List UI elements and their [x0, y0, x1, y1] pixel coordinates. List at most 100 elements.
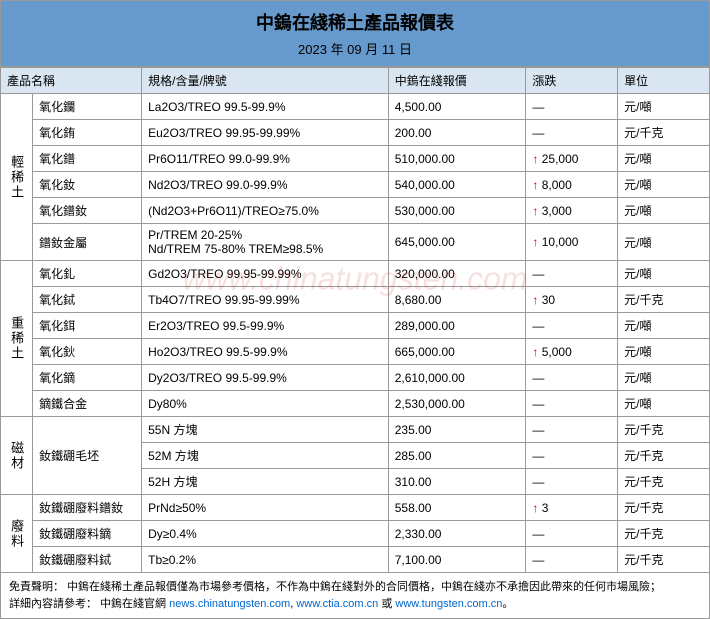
- product-spec: Dy80%: [142, 391, 389, 417]
- table-row: 重稀土氧化釓Gd2O3/TREO 99.95-99.99%320,000.00—…: [1, 261, 710, 287]
- product-name: 鐠釹金屬: [33, 224, 142, 261]
- product-unit: 元/噸: [618, 146, 710, 172]
- product-change: —: [526, 417, 618, 443]
- report-date: 2023 年 09 月 11 日: [1, 39, 709, 58]
- product-unit: 元/噸: [618, 339, 710, 365]
- footer-link-1[interactable]: news.chinatungsten.com: [169, 598, 290, 610]
- product-name: 氧化鈥: [33, 339, 142, 365]
- product-price: 665,000.00: [388, 339, 526, 365]
- product-spec: Tb≥0.2%: [142, 547, 389, 573]
- product-price: 2,610,000.00: [388, 365, 526, 391]
- category-cell: 磁材: [1, 417, 33, 495]
- col-header-change: 漲跌: [526, 68, 618, 94]
- product-change: 5,000: [526, 339, 618, 365]
- product-spec: Eu2O3/TREO 99.95-99.99%: [142, 120, 389, 146]
- product-price: 235.00: [388, 417, 526, 443]
- disclaimer-label: 免責聲明：: [9, 581, 64, 593]
- table-row: 氧化銪Eu2O3/TREO 99.95-99.99%200.00—元/千克: [1, 120, 710, 146]
- product-unit: 元/噸: [618, 198, 710, 224]
- product-spec: Pr/TREM 20-25% Nd/TREM 75-80% TREM≥98.5%: [142, 224, 389, 261]
- product-unit: 元/噸: [618, 365, 710, 391]
- product-name: 釹鐵硼廢料鋱: [33, 547, 142, 573]
- product-name: 鏑鐵合金: [33, 391, 142, 417]
- product-change: —: [526, 391, 618, 417]
- product-price: 4,500.00: [388, 94, 526, 120]
- category-cell: 輕稀土: [1, 94, 33, 261]
- product-price: 289,000.00: [388, 313, 526, 339]
- table-row: 氧化鏑Dy2O3/TREO 99.5-99.9%2,610,000.00—元/噸: [1, 365, 710, 391]
- footer-or: 或: [381, 598, 395, 610]
- product-spec: Dy≥0.4%: [142, 521, 389, 547]
- product-change: —: [526, 521, 618, 547]
- product-name: 氧化釹: [33, 172, 142, 198]
- product-unit: 元/噸: [618, 313, 710, 339]
- product-price: 558.00: [388, 495, 526, 521]
- product-price: 510,000.00: [388, 146, 526, 172]
- product-spec: Er2O3/TREO 99.5-99.9%: [142, 313, 389, 339]
- product-change: —: [526, 94, 618, 120]
- page-title: 中鎢在綫稀土產品報價表: [1, 9, 709, 35]
- table-row: 鏑鐵合金Dy80%2,530,000.00—元/噸: [1, 391, 710, 417]
- footer-link-2[interactable]: www.ctia.com.cn: [296, 598, 378, 610]
- product-price: 540,000.00: [388, 172, 526, 198]
- col-header-price: 中鎢在綫報價: [388, 68, 526, 94]
- product-change: 10,000: [526, 224, 618, 261]
- footer-link-3[interactable]: www.tungsten.com.cn: [395, 598, 502, 610]
- product-price: 320,000.00: [388, 261, 526, 287]
- product-price: 7,100.00: [388, 547, 526, 573]
- product-price: 645,000.00: [388, 224, 526, 261]
- table-row: 磁材釹鐵硼毛坯55N 方塊235.00—元/千克: [1, 417, 710, 443]
- col-header-unit: 單位: [618, 68, 710, 94]
- product-change: 3,000: [526, 198, 618, 224]
- col-header-spec: 規格/含量/牌號: [142, 68, 389, 94]
- product-name: 氧化釓: [33, 261, 142, 287]
- product-price: 310.00: [388, 469, 526, 495]
- product-spec: Dy2O3/TREO 99.5-99.9%: [142, 365, 389, 391]
- product-name: 釹鐵硼廢料鐠釹: [33, 495, 142, 521]
- table-row: 氧化鉺Er2O3/TREO 99.5-99.9%289,000.00—元/噸: [1, 313, 710, 339]
- table-row: 廢料釹鐵硼廢料鐠釹PrNd≥50%558.003元/千克: [1, 495, 710, 521]
- product-name: 氧化鏑: [33, 365, 142, 391]
- table-row: 釹鐵硼廢料鋱Tb≥0.2%7,100.00—元/千克: [1, 547, 710, 573]
- product-unit: 元/噸: [618, 172, 710, 198]
- product-unit: 元/千克: [618, 287, 710, 313]
- product-change: —: [526, 443, 618, 469]
- product-change: —: [526, 261, 618, 287]
- table-row: 輕稀土氧化鑭La2O3/TREO 99.5-99.9%4,500.00—元/噸: [1, 94, 710, 120]
- table-row: 氧化鐠Pr6O11/TREO 99.0-99.9%510,000.0025,00…: [1, 146, 710, 172]
- product-name: 氧化鉺: [33, 313, 142, 339]
- product-unit: 元/噸: [618, 94, 710, 120]
- product-spec: Ho2O3/TREO 99.5-99.9%: [142, 339, 389, 365]
- product-change: —: [526, 469, 618, 495]
- product-price: 285.00: [388, 443, 526, 469]
- table-row: 釹鐵硼廢料鏑Dy≥0.4%2,330.00—元/千克: [1, 521, 710, 547]
- product-name: 氧化鐠釹: [33, 198, 142, 224]
- product-price: 200.00: [388, 120, 526, 146]
- product-name: 氧化鑭: [33, 94, 142, 120]
- product-spec: Gd2O3/TREO 99.95-99.99%: [142, 261, 389, 287]
- product-unit: 元/千克: [618, 443, 710, 469]
- table-row: 氧化釹Nd2O3/TREO 99.0-99.9%540,000.008,000元…: [1, 172, 710, 198]
- product-spec: Tb4O7/TREO 99.95-99.99%: [142, 287, 389, 313]
- product-name: 氧化鋱: [33, 287, 142, 313]
- product-price: 2,530,000.00: [388, 391, 526, 417]
- product-spec: (Nd2O3+Pr6O11)/TREO≥75.0%: [142, 198, 389, 224]
- table-row: 鐠釹金屬Pr/TREM 20-25% Nd/TREM 75-80% TREM≥9…: [1, 224, 710, 261]
- product-name: 氧化鐠: [33, 146, 142, 172]
- product-spec: 52H 方塊: [142, 469, 389, 495]
- table-row: 氧化鈥Ho2O3/TREO 99.5-99.9%665,000.005,000元…: [1, 339, 710, 365]
- product-change: 25,000: [526, 146, 618, 172]
- footer-source-prefix: 中鎢在綫官網: [100, 598, 169, 610]
- product-unit: 元/噸: [618, 391, 710, 417]
- product-change: 3: [526, 495, 618, 521]
- table-header: 中鎢在綫稀土產品報價表 2023 年 09 月 11 日: [0, 0, 710, 67]
- price-table: 產品名稱 規格/含量/牌號 中鎢在綫報價 漲跌 單位 輕稀土氧化鑭La2O3/T…: [0, 67, 710, 573]
- product-change: 30: [526, 287, 618, 313]
- product-unit: 元/千克: [618, 120, 710, 146]
- product-unit: 元/千克: [618, 417, 710, 443]
- product-unit: 元/噸: [618, 261, 710, 287]
- col-header-name: 產品名稱: [1, 68, 142, 94]
- product-change: —: [526, 313, 618, 339]
- product-change: 8,000: [526, 172, 618, 198]
- product-name: 氧化銪: [33, 120, 142, 146]
